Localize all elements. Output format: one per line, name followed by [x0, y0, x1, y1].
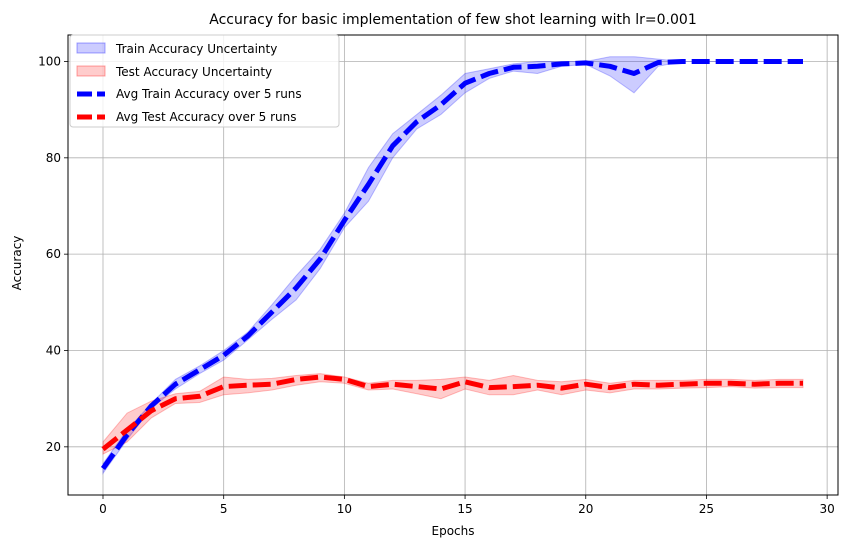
legend-swatch-test-band	[76, 65, 106, 77]
y-tick-label: 20	[46, 440, 61, 454]
legend-label-test-band: Test Accuracy Uncertainty	[115, 65, 272, 79]
plot-frame	[67, 34, 839, 496]
legend-swatch-train-band	[76, 42, 106, 54]
y-axis-label: Accuracy	[10, 236, 24, 291]
series-lines	[100, 59, 803, 470]
y-ticks: 20 40 60 80 100	[38, 54, 68, 454]
x-tick-label: 20	[578, 502, 593, 516]
y-tick-label: 100	[38, 54, 61, 68]
test-accuracy-line	[101, 374, 803, 452]
legend-label-test-line: Avg Test Accuracy over 5 runs	[116, 110, 297, 124]
legend-label-train-line: Avg Train Accuracy over 5 runs	[116, 87, 302, 101]
x-tick-label: 30	[819, 502, 834, 516]
y-tick-label: 80	[46, 151, 61, 165]
y-tick-label: 40	[46, 343, 61, 357]
chart-title: Accuracy for basic implementation of few…	[209, 12, 696, 28]
x-axis-label: Epochs	[432, 524, 475, 538]
x-tick-label: 15	[457, 502, 472, 516]
x-tick-label: 0	[99, 502, 107, 516]
x-ticks: 0 5 10 15 20 25 30	[99, 495, 835, 516]
legend-box	[69, 34, 340, 128]
x-tick-label: 25	[699, 502, 714, 516]
train-accuracy-line	[100, 59, 803, 470]
legend: Train Accuracy Uncertainty Test Accuracy…	[69, 34, 340, 128]
legend-label-train-band: Train Accuracy Uncertainty	[115, 42, 277, 56]
x-tick-label: 10	[337, 502, 352, 516]
x-tick-label: 5	[220, 502, 228, 516]
y-tick-label: 60	[46, 247, 61, 261]
